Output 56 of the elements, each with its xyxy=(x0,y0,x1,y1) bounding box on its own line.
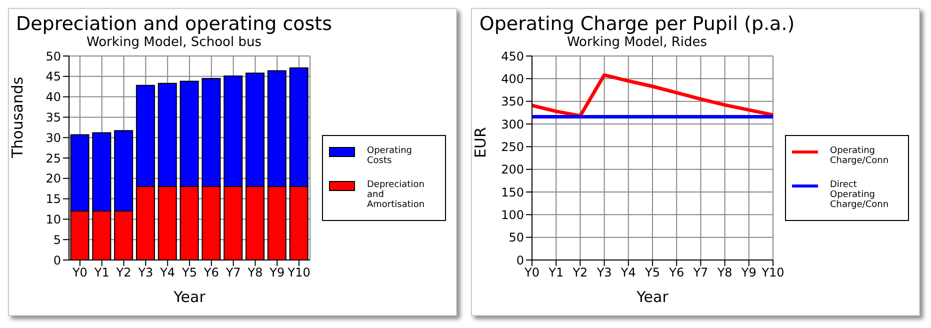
y-tick-label: 40 xyxy=(46,90,61,104)
legend-label: Operating Costs xyxy=(367,146,413,166)
y-tick-label: 15 xyxy=(46,192,61,206)
x-tick-label: Y2 xyxy=(115,266,132,280)
x-tick-label: Y4 xyxy=(620,266,636,280)
x-tick-label: Y8 xyxy=(246,266,263,280)
y-tick-label: 50 xyxy=(46,49,61,64)
x-axis-title: Year xyxy=(172,288,206,306)
y-tick-label: 450 xyxy=(501,49,524,64)
x-tick-label: Y10 xyxy=(760,266,784,280)
x-tick-label: Y8 xyxy=(716,266,732,280)
legend-label: Operating Charge/Conn xyxy=(830,146,890,166)
y-tick-label: 150 xyxy=(501,185,524,200)
x-tick-label: Y1 xyxy=(548,266,564,280)
x-tick-label: Y5 xyxy=(181,266,197,280)
y-tick-label: 0 xyxy=(53,253,61,268)
x-tick-label: Y6 xyxy=(668,266,684,280)
y-tick-label: 25 xyxy=(46,151,61,166)
y-tick-label: 300 xyxy=(501,117,524,132)
y-tick-label: 10 xyxy=(46,212,61,226)
y-tick-label: 100 xyxy=(501,208,524,222)
chart-subtitle: Working Model, School bus xyxy=(85,35,262,50)
y-tick-label: 50 xyxy=(508,230,524,245)
chart-title: Operating Charge per Pupil (p.a.) xyxy=(478,13,796,35)
x-tick-label: Y10 xyxy=(286,266,310,280)
y-axis-title: Thousands xyxy=(8,76,26,159)
y-tick-label: 350 xyxy=(501,94,524,109)
y-tick-label: 35 xyxy=(46,110,61,124)
x-tick-label: Y2 xyxy=(572,266,588,280)
y-tick-label: 400 xyxy=(501,72,524,86)
legend-label: Direct Operating Charge/Conn xyxy=(830,180,890,210)
y-tick-label: 45 xyxy=(46,70,61,84)
x-tick-label: Y7 xyxy=(224,266,241,280)
x-tick-label: Y3 xyxy=(596,266,612,280)
y-tick-label: 0 xyxy=(516,253,524,268)
x-tick-label: Y3 xyxy=(137,266,154,280)
y-tick-label: 200 xyxy=(501,162,524,177)
chart-subtitle: Working Model, Rides xyxy=(566,35,708,50)
line-series xyxy=(530,73,775,118)
x-axis-title: Year xyxy=(636,288,670,306)
x-tick-label: Y9 xyxy=(268,266,285,280)
x-tick-label: Y9 xyxy=(740,266,756,280)
x-tick-label: Y1 xyxy=(93,266,110,280)
x-tick-label: Y4 xyxy=(159,266,176,280)
x-tick-label: Y0 xyxy=(71,266,88,280)
y-tick-label: 30 xyxy=(46,130,61,145)
x-tick-label: Y0 xyxy=(524,266,540,280)
chart-title: Depreciation and operating costs xyxy=(14,13,334,35)
y-axis-title: EUR xyxy=(471,127,490,158)
x-tick-label: Y5 xyxy=(644,266,660,280)
x-tick-label: Y6 xyxy=(202,266,219,280)
y-tick-label: 250 xyxy=(501,140,524,154)
x-tick-label: Y7 xyxy=(692,266,708,280)
legend-label: Depreciation and Amortisation xyxy=(367,180,426,210)
y-tick-label: 20 xyxy=(46,172,61,186)
y-tick-label: 5 xyxy=(53,232,61,247)
